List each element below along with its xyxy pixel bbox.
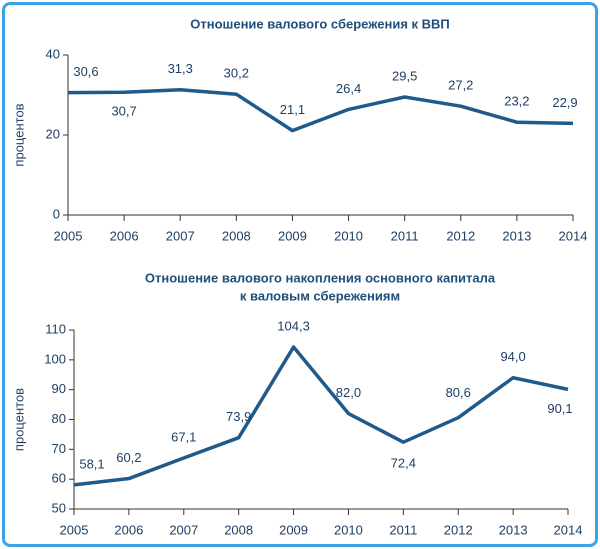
data-label: 73,9 [226, 409, 251, 424]
data-label: 31,3 [168, 61, 193, 76]
x-tick-label: 2014 [559, 228, 588, 243]
x-tick-label: 2013 [502, 228, 531, 243]
x-tick-label: 2007 [166, 228, 195, 243]
x-tick-label: 2006 [114, 522, 143, 537]
x-tick-label: 2005 [54, 228, 83, 243]
x-tick-label: 2007 [169, 522, 198, 537]
data-label: 30,6 [73, 64, 98, 79]
data-label: 30,7 [111, 104, 136, 119]
x-tick-label: 2011 [389, 522, 417, 537]
x-tick-label: 2010 [334, 522, 363, 537]
data-label: 29,5 [392, 68, 417, 83]
data-label: 60,2 [116, 450, 141, 465]
y-tick-label: 100 [44, 351, 66, 366]
data-label: 90,1 [547, 401, 572, 416]
data-label: 21,1 [280, 102, 305, 117]
data-label: 26,4 [336, 81, 361, 96]
chart-title: Отношение валового сбережения к ВВП [190, 16, 450, 31]
x-tick-label: 2012 [446, 228, 475, 243]
y-tick-label: 90 [52, 381, 66, 396]
x-tick-label: 2009 [279, 522, 308, 537]
y-tick-label: 0 [53, 206, 60, 221]
data-label: 80,6 [446, 385, 471, 400]
line-series [67, 88, 574, 133]
x-tick-label: 2013 [499, 522, 528, 537]
line-series [73, 345, 569, 487]
data-label: 104,3 [277, 318, 310, 333]
y-tick-label: 70 [52, 441, 66, 456]
y-tick-label: 60 [52, 471, 66, 486]
data-label: 67,1 [171, 429, 196, 444]
x-tick-label: 2014 [554, 522, 583, 537]
x-tick-label: 2012 [444, 522, 473, 537]
data-label: 27,2 [448, 78, 473, 93]
y-tick-label: 50 [52, 500, 66, 515]
y-axis-label: процентов [11, 103, 26, 166]
data-label: 22,9 [552, 95, 577, 110]
chart-title: к валовым сбережениям [240, 288, 400, 303]
x-tick-label: 2010 [334, 228, 363, 243]
data-label: 30,2 [224, 66, 249, 81]
data-label: 58,1 [79, 456, 104, 471]
x-tick-label: 2005 [60, 522, 89, 537]
y-tick-label: 110 [45, 321, 66, 336]
x-tick-label: 2008 [224, 522, 253, 537]
x-tick-label: 2011 [391, 228, 419, 243]
y-tick-label: 40 [46, 46, 60, 61]
data-label: 82,0 [336, 385, 361, 400]
chart-title: Отношение валового накопления основного … [145, 270, 496, 285]
x-tick-label: 2009 [278, 228, 307, 243]
data-label: 72,4 [391, 456, 416, 471]
data-label: 94,0 [500, 349, 525, 364]
x-tick-label: 2006 [110, 228, 139, 243]
y-tick-label: 80 [52, 411, 66, 426]
y-axis-label: процентов [11, 388, 26, 451]
x-tick-label: 2008 [222, 228, 251, 243]
data-label: 23,2 [504, 94, 529, 109]
y-tick-label: 20 [46, 126, 60, 141]
